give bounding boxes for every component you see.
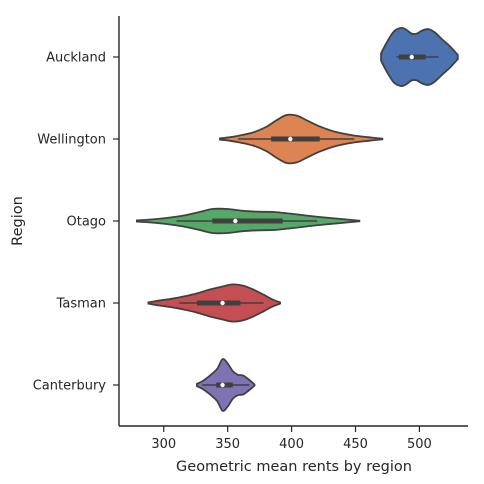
y-tick-label: Otago [66,215,106,230]
violin-wellington [219,113,384,165]
violin-auckland [380,26,459,88]
violin-median-dot [220,382,225,388]
x-axis-label: Geometric mean rents by region [176,459,412,475]
x-tick-label: 300 [151,437,176,452]
x-tick-label: 350 [215,437,240,452]
y-ticks: Auckland Wellington Otago Tasman Canterbury [33,51,119,394]
violin-median-dot [233,218,238,224]
violin-canterbury [196,358,256,412]
violin-tasman [147,283,281,323]
y-tick-label: Tasman [56,297,106,312]
x-tick-label: 450 [343,437,368,452]
y-tick-label: Wellington [37,133,106,148]
y-tick-label: Auckland [46,51,106,66]
violin-otago [136,207,361,235]
y-tick-label: Canterbury [33,379,107,394]
x-ticks: 300 350 400 450 500 [151,426,432,452]
violins-layer [136,26,459,412]
x-tick-label: 500 [407,437,432,452]
violin-median-dot [220,300,225,306]
violin-median-dot [409,54,414,60]
x-tick-label: 400 [279,437,304,452]
y-axis-label: Region [10,196,26,246]
violin-median-dot [288,136,293,142]
